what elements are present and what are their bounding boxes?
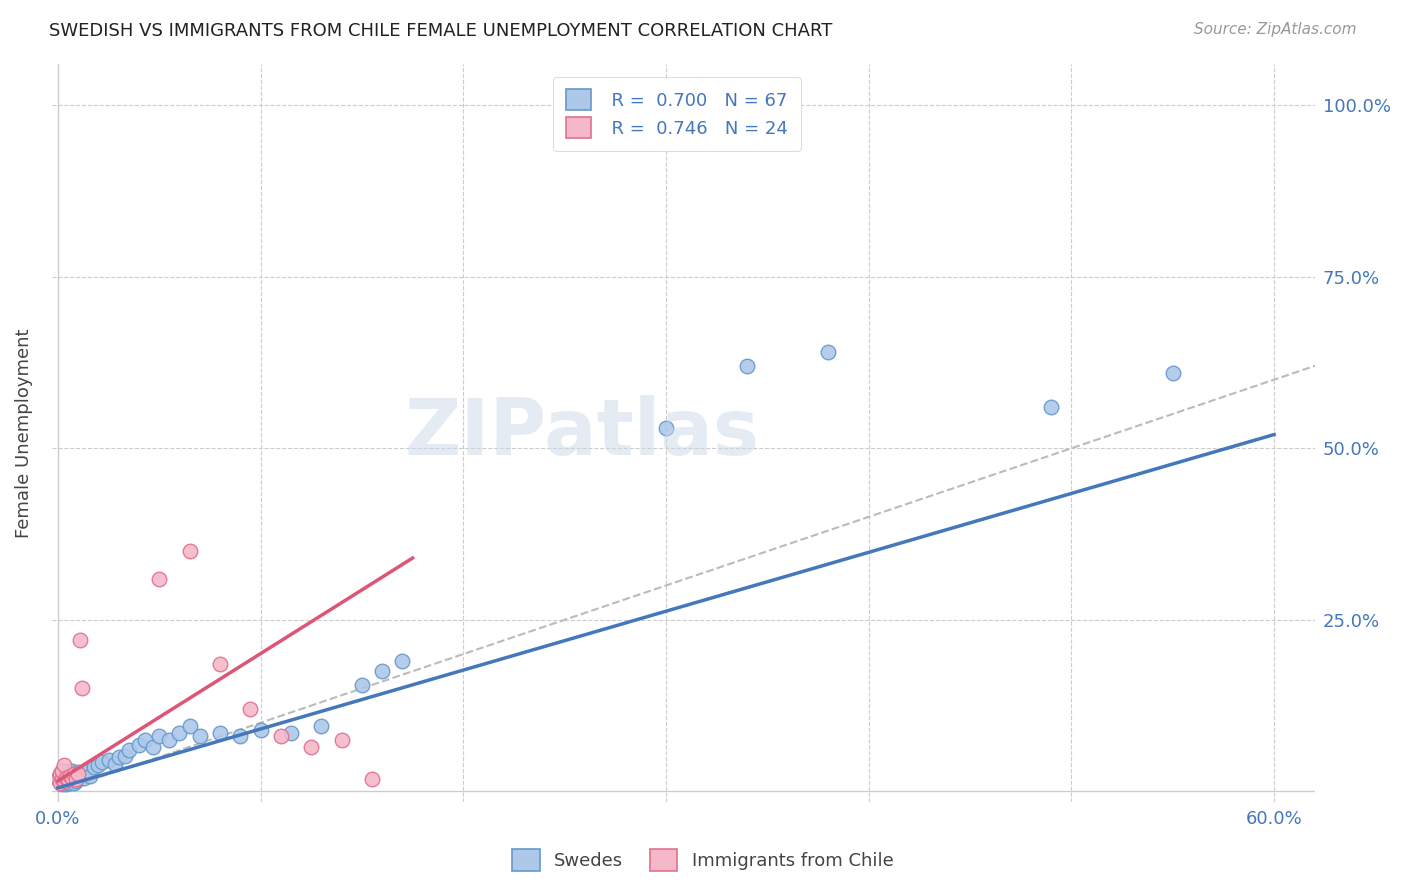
Point bbox=[735, 359, 758, 373]
Point bbox=[49, 774, 72, 789]
Point bbox=[63, 767, 86, 781]
Point bbox=[60, 764, 83, 778]
Point bbox=[63, 776, 86, 790]
Point bbox=[56, 764, 79, 778]
Point bbox=[49, 767, 72, 781]
Point bbox=[371, 665, 394, 679]
Point bbox=[52, 769, 75, 783]
Point bbox=[169, 726, 191, 740]
Point bbox=[1040, 400, 1063, 414]
Point bbox=[179, 544, 201, 558]
Point bbox=[179, 719, 201, 733]
Point bbox=[56, 769, 79, 783]
Point bbox=[55, 765, 77, 780]
Point bbox=[75, 765, 97, 780]
Point bbox=[208, 726, 231, 740]
Point bbox=[280, 726, 302, 740]
Point bbox=[51, 777, 73, 791]
Point bbox=[330, 732, 353, 747]
Point bbox=[46, 772, 69, 786]
Point bbox=[239, 702, 262, 716]
Point bbox=[67, 767, 90, 781]
Point bbox=[49, 776, 72, 790]
Point bbox=[49, 767, 72, 781]
Point bbox=[107, 750, 129, 764]
Point bbox=[249, 723, 271, 737]
Point bbox=[65, 774, 87, 789]
Point bbox=[67, 772, 90, 786]
Point bbox=[60, 769, 83, 783]
Point bbox=[79, 769, 101, 783]
Point bbox=[1161, 366, 1184, 380]
Text: Source: ZipAtlas.com: Source: ZipAtlas.com bbox=[1194, 22, 1357, 37]
Point bbox=[63, 769, 86, 783]
Point bbox=[77, 764, 100, 778]
Point bbox=[51, 769, 73, 783]
Point bbox=[51, 764, 73, 778]
Point bbox=[128, 738, 150, 752]
Text: SWEDISH VS IMMIGRANTS FROM CHILE FEMALE UNEMPLOYMENT CORRELATION CHART: SWEDISH VS IMMIGRANTS FROM CHILE FEMALE … bbox=[49, 22, 832, 40]
Point bbox=[59, 776, 82, 790]
Point bbox=[188, 730, 211, 744]
Point bbox=[229, 730, 252, 744]
Point bbox=[51, 772, 73, 786]
Point bbox=[65, 772, 87, 786]
Point bbox=[270, 730, 292, 744]
Point bbox=[56, 772, 79, 786]
Point bbox=[49, 771, 72, 785]
Point bbox=[52, 758, 75, 772]
Legend: Swedes, Immigrants from Chile: Swedes, Immigrants from Chile bbox=[505, 842, 901, 879]
Point bbox=[299, 739, 322, 754]
Point bbox=[73, 771, 96, 785]
Point bbox=[55, 771, 77, 785]
Point bbox=[52, 772, 75, 786]
Point bbox=[655, 420, 678, 434]
Point bbox=[114, 748, 136, 763]
Point bbox=[51, 764, 73, 778]
Point bbox=[69, 633, 91, 648]
Legend:   R =  0.700   N = 67,   R =  0.746   N = 24: R = 0.700 N = 67, R = 0.746 N = 24 bbox=[553, 77, 800, 151]
Point bbox=[208, 657, 231, 672]
Point bbox=[148, 730, 170, 744]
Point bbox=[59, 771, 82, 785]
Point bbox=[59, 765, 82, 780]
Point bbox=[55, 769, 77, 783]
Point bbox=[70, 681, 93, 696]
Point bbox=[83, 760, 105, 774]
Point bbox=[70, 767, 93, 781]
Point bbox=[118, 743, 141, 757]
Point bbox=[361, 772, 384, 786]
Y-axis label: Female Unemployment: Female Unemployment bbox=[15, 328, 32, 538]
Point bbox=[350, 678, 373, 692]
Point bbox=[46, 772, 69, 786]
Point bbox=[59, 769, 82, 783]
Point bbox=[87, 758, 110, 772]
Point bbox=[56, 772, 79, 786]
Point bbox=[67, 765, 90, 780]
Point bbox=[60, 771, 83, 785]
Point bbox=[52, 776, 75, 790]
Point bbox=[56, 776, 79, 790]
Point bbox=[60, 774, 83, 789]
Point bbox=[52, 774, 75, 789]
Point bbox=[817, 345, 839, 359]
Point bbox=[134, 732, 156, 747]
Point bbox=[55, 777, 77, 791]
Point bbox=[91, 756, 114, 770]
Point bbox=[52, 765, 75, 780]
Point bbox=[65, 767, 87, 781]
Point bbox=[148, 572, 170, 586]
Point bbox=[142, 739, 165, 754]
Point bbox=[157, 732, 180, 747]
Point bbox=[97, 754, 120, 768]
Point bbox=[311, 719, 333, 733]
Point bbox=[69, 769, 91, 783]
Point bbox=[51, 772, 73, 786]
Text: ZIPatlas: ZIPatlas bbox=[405, 395, 759, 471]
Point bbox=[104, 756, 127, 771]
Point bbox=[391, 654, 413, 668]
Point bbox=[55, 772, 77, 786]
